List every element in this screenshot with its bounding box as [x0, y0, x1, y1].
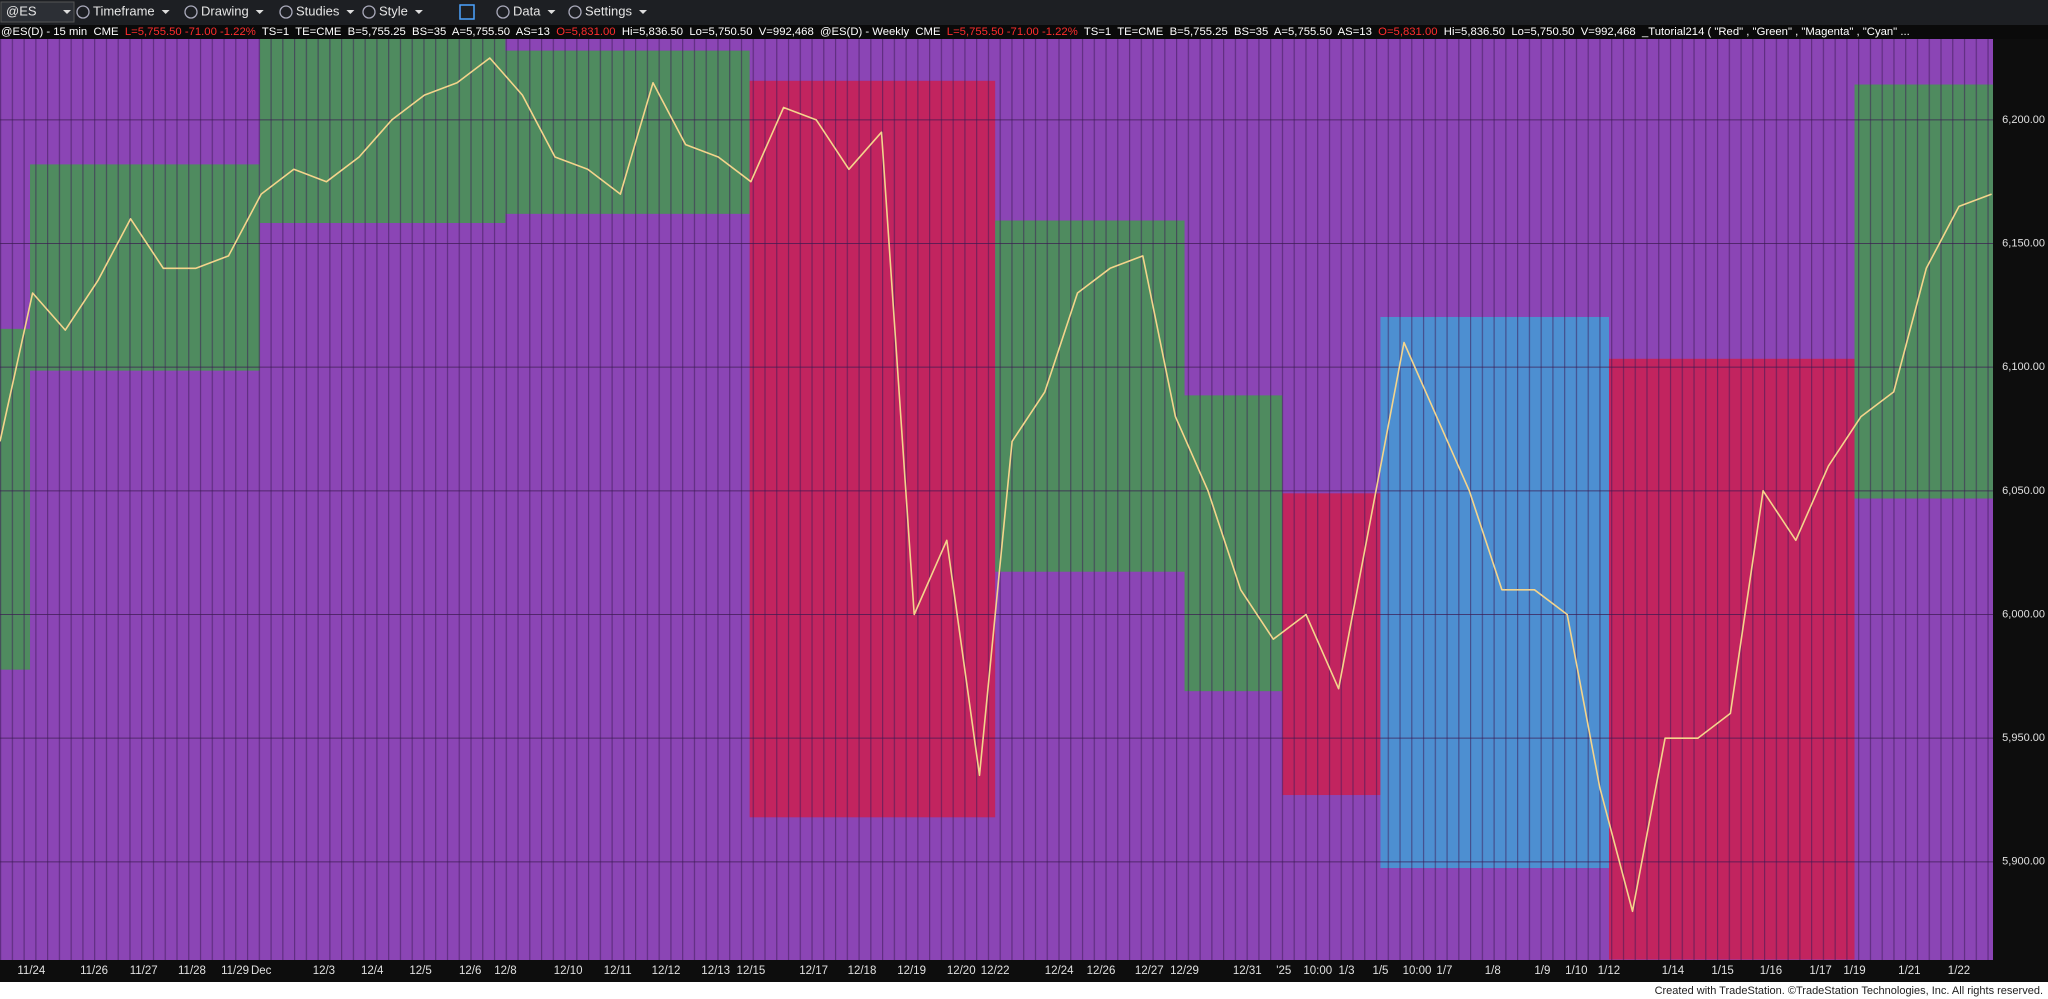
x-tick-label: 12/12 — [652, 965, 681, 977]
x-tick-label: 12/19 — [897, 965, 926, 977]
x-tick-label: 12/5 — [409, 965, 431, 977]
dropdown-arrow — [255, 10, 264, 14]
menu-icon — [362, 5, 376, 19]
y-tick-label: 6,200.00 — [2002, 114, 2045, 126]
menu-icon — [279, 5, 293, 19]
info-segment: L=5,755.50 -71.00 -1.22% — [125, 26, 262, 38]
menu-item[interactable]: Studies — [296, 3, 340, 18]
x-tick-label: 11/28 — [178, 965, 206, 977]
x-tick-label: 12/4 — [361, 965, 384, 977]
toolbar-menus: Timeframe Drawing Studies Style Data Settings — [76, 3, 647, 20]
x-tick-label: 1/21 — [1898, 965, 1920, 977]
x-tick-label: 1/5 — [1372, 965, 1388, 977]
dropdown-arrow — [638, 10, 647, 14]
x-tick-label: 12/26 — [1087, 965, 1116, 977]
x-tick-label: 1/10 — [1565, 965, 1587, 977]
x-tick-label: 12/15 — [737, 965, 766, 977]
header-bar — [0, 25, 2048, 39]
x-tick-label: Dec — [251, 965, 272, 977]
x-tick-label: 12/10 — [554, 965, 583, 977]
menu-icon — [184, 5, 198, 19]
dropdown-arrow — [63, 10, 71, 14]
info-segment: TS=1 TE=CME B=5,755.25 BS=35 A=5,755.50 … — [262, 26, 556, 38]
x-tick-label: 10:00 — [1303, 965, 1332, 977]
x-tick-label: 1/8 — [1485, 965, 1501, 977]
x-tick-label: 12/18 — [848, 965, 877, 977]
y-tick-label: 5,950.00 — [2002, 732, 2045, 744]
x-tick-label: '25 — [1276, 965, 1291, 977]
dropdown-arrow — [547, 10, 556, 14]
symbol[interactable]: @ES — [6, 3, 37, 18]
x-tick-label: 11/24 — [17, 965, 46, 977]
menu-icon — [496, 5, 510, 19]
info-segment: O=5,831.00 — [1378, 26, 1444, 38]
x-tick-label: 1/19 — [1843, 965, 1865, 977]
y-tick-label: 6,050.00 — [2002, 485, 2045, 497]
y-tick-label: 6,000.00 — [2002, 608, 2045, 620]
price-axis — [1993, 39, 2048, 960]
x-tick-label: 11/27 — [130, 965, 158, 977]
y-tick-label: 6,150.00 — [2002, 237, 2045, 249]
session-lines — [0, 39, 1993, 960]
x-tick-label: 11/26 — [80, 965, 108, 977]
menu-item[interactable]: Data — [513, 3, 541, 18]
x-tick-label: 1/12 — [1598, 965, 1620, 977]
toolbar — [0, 0, 2048, 25]
x-tick-label: 12/3 — [313, 965, 335, 977]
info-segment: O=5,831.00 — [556, 26, 622, 38]
menu-item[interactable]: Drawing — [201, 3, 249, 18]
price-line — [0, 57, 1992, 913]
x-tick-label: 12/6 — [459, 965, 481, 977]
menu-item[interactable]: Settings — [585, 3, 632, 18]
x-tick-label: 1/14 — [1662, 965, 1685, 977]
dropdown-arrow — [414, 10, 423, 14]
grid — [0, 119, 1993, 863]
symbol-box[interactable] — [0, 1, 75, 23]
info-segment: TS=1 TE=CME B=5,755.25 BS=35 A=5,755.50 … — [1084, 26, 1378, 38]
layout-icon — [459, 4, 475, 20]
dropdown-arrow — [161, 10, 170, 14]
x-tick-label: 1/7 — [1436, 965, 1452, 977]
axis-labels: 5,900.00 5,950.00 6,000.00 6,050.00 6,100.00… — [17, 114, 2045, 977]
x-tick-label: 1/17 — [1809, 965, 1831, 977]
x-tick-label: 12/13 — [701, 965, 730, 977]
info-segment: @ES(D) - 15 min CME — [1, 26, 125, 38]
x-tick-label: 12/8 — [494, 965, 516, 977]
x-tick-label: 12/22 — [981, 965, 1010, 977]
info-segment: Hi=5,836.50 Lo=5,750.50 V=992,468 _Tutor… — [1444, 26, 1910, 38]
x-tick-label: 1/3 — [1338, 965, 1354, 977]
x-tick-label: 12/27 — [1135, 965, 1164, 977]
x-tick-label: 10:00 — [1403, 965, 1432, 977]
x-tick-label: 1/22 — [1948, 965, 1970, 977]
menu-icon — [568, 5, 582, 19]
x-tick-label: 12/20 — [947, 965, 976, 977]
x-tick-label: 12/11 — [604, 965, 632, 977]
x-tick-label: 12/17 — [799, 965, 828, 977]
menu-item[interactable]: Timeframe — [93, 3, 155, 18]
price-plot — [0, 57, 1992, 913]
x-tick-label: 12/31 — [1233, 965, 1262, 977]
footer: Created with TradeStation. ©TradeStation… — [1655, 985, 2043, 997]
y-tick-label: 5,900.00 — [2002, 856, 2045, 868]
x-tick-label: 1/16 — [1760, 965, 1782, 977]
time-axis — [0, 960, 2048, 982]
symbol-info: @ES(D) - 15 min CME L=5,755.50 -71.00 -1… — [1, 26, 1910, 38]
menu-icon — [76, 5, 90, 19]
info-segment: L=5,755.50 -71.00 -1.22% — [947, 26, 1084, 38]
x-tick-label: 12/29 — [1170, 965, 1199, 977]
x-tick-label: 12/24 — [1045, 965, 1074, 977]
footer-bar — [0, 982, 2048, 999]
menu-item[interactable]: Style — [379, 3, 408, 18]
info-segment: Hi=5,836.50 Lo=5,750.50 V=992,468 @ES(D)… — [622, 26, 947, 38]
dropdown-arrow — [346, 10, 355, 14]
x-tick-label: 11/29 — [221, 965, 249, 977]
x-tick-label: 1/9 — [1534, 965, 1550, 977]
x-tick-label: 1/15 — [1711, 965, 1733, 977]
y-tick-label: 6,100.00 — [2002, 361, 2045, 373]
